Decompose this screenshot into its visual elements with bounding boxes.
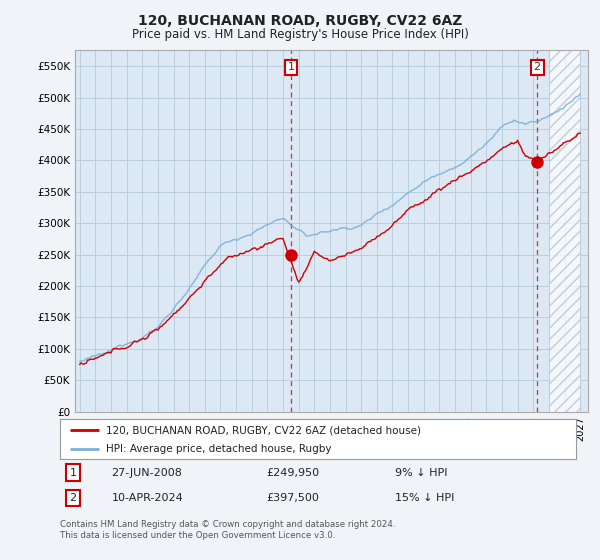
Text: 1: 1: [70, 468, 76, 478]
Text: 120, BUCHANAN ROAD, RUGBY, CV22 6AZ (detached house): 120, BUCHANAN ROAD, RUGBY, CV22 6AZ (det…: [106, 425, 421, 435]
Text: Contains HM Land Registry data © Crown copyright and database right 2024.
This d: Contains HM Land Registry data © Crown c…: [60, 520, 395, 540]
Text: 1: 1: [287, 62, 295, 72]
Text: 120, BUCHANAN ROAD, RUGBY, CV22 6AZ: 120, BUCHANAN ROAD, RUGBY, CV22 6AZ: [138, 14, 462, 28]
Text: 15% ↓ HPI: 15% ↓ HPI: [395, 493, 455, 503]
Text: 10-APR-2024: 10-APR-2024: [112, 493, 184, 503]
Text: 9% ↓ HPI: 9% ↓ HPI: [395, 468, 448, 478]
Text: 2: 2: [70, 493, 76, 503]
Text: 2: 2: [533, 62, 541, 72]
Text: £397,500: £397,500: [266, 493, 319, 503]
Text: Price paid vs. HM Land Registry's House Price Index (HPI): Price paid vs. HM Land Registry's House …: [131, 28, 469, 41]
Text: HPI: Average price, detached house, Rugby: HPI: Average price, detached house, Rugb…: [106, 444, 332, 454]
Text: 27-JUN-2008: 27-JUN-2008: [112, 468, 182, 478]
Text: £249,950: £249,950: [266, 468, 320, 478]
